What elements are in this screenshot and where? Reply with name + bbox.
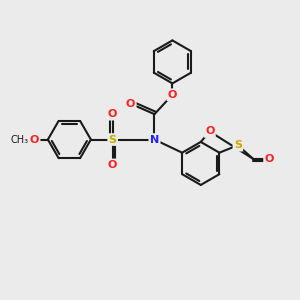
Text: N: N — [150, 134, 159, 145]
Text: O: O — [126, 99, 135, 109]
Text: O: O — [265, 154, 274, 164]
Text: S: S — [109, 134, 117, 145]
Text: O: O — [205, 127, 214, 136]
Text: S: S — [234, 140, 242, 150]
Text: O: O — [108, 109, 117, 119]
Text: CH₃: CH₃ — [11, 134, 28, 145]
Text: O: O — [30, 134, 39, 145]
Text: O: O — [108, 160, 117, 170]
Text: O: O — [168, 90, 177, 100]
